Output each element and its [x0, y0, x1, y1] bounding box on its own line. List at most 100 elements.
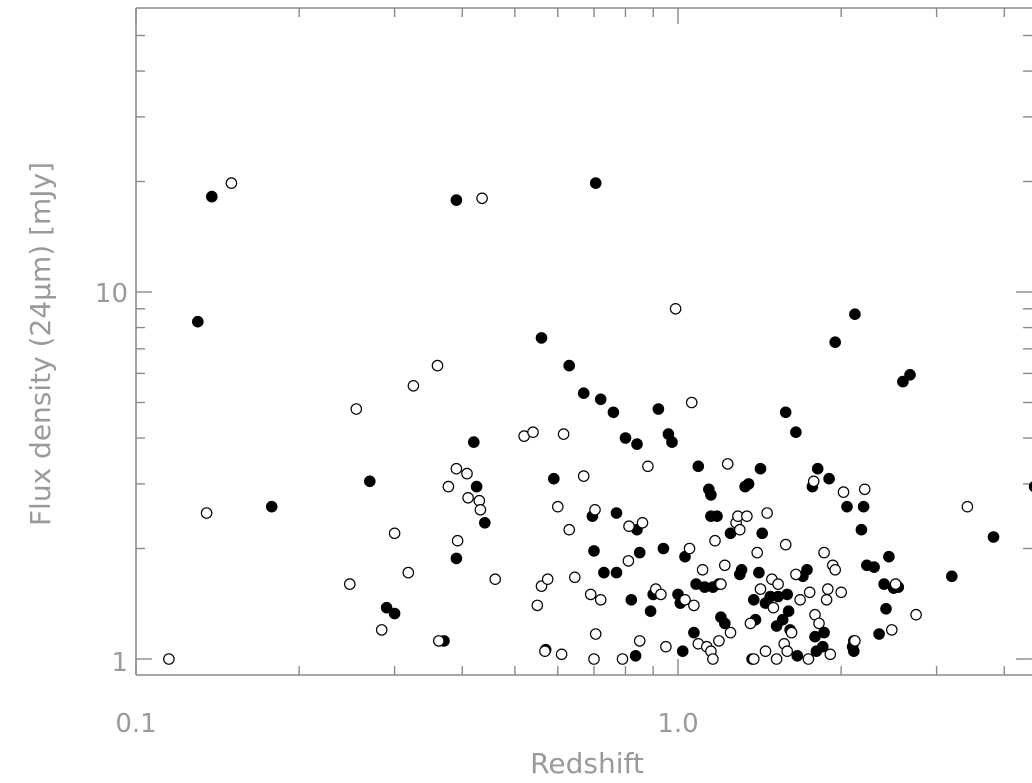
data-point-filled [753, 566, 765, 579]
data-point-open [718, 559, 731, 572]
data-point-open [642, 460, 654, 473]
data-point-open [225, 177, 238, 189]
data-point-open [476, 192, 488, 205]
data-point-filled [676, 645, 689, 658]
x-tick-label-0: 0.1 [115, 709, 156, 739]
data-point-filled [829, 336, 842, 349]
data-point-open [741, 510, 753, 522]
data-point-open [432, 635, 445, 647]
data-point-open [790, 568, 802, 581]
data-point-open [688, 599, 700, 612]
data-point-filled [848, 645, 860, 658]
data-point-filled [946, 570, 958, 583]
data-point-filled [705, 489, 717, 501]
x-axis-title: Redshift [530, 747, 644, 780]
data-point-filled [883, 550, 895, 563]
data-point-filled [666, 436, 678, 448]
data-point-filled [657, 542, 670, 555]
data-point-filled [1028, 481, 1032, 492]
data-point-open [781, 645, 793, 657]
x-tick-label-1: 1.0 [657, 709, 698, 739]
data-point-open [474, 503, 487, 516]
data-point-filled [735, 564, 748, 576]
data-point-filled [450, 194, 463, 206]
data-point-filled [790, 426, 802, 439]
data-point-open [794, 593, 806, 606]
data-point-filled [644, 605, 657, 618]
data-point-filled [470, 480, 483, 493]
data-point-open [551, 500, 564, 513]
data-point-open [568, 571, 581, 584]
data-point-filled [610, 566, 623, 579]
data-point-open [747, 653, 760, 665]
data-point-filled [868, 561, 880, 573]
y-tick-label-0: 1 [111, 648, 128, 678]
data-point-open [849, 635, 861, 647]
data-point-open [577, 470, 590, 482]
data-point-filled [364, 475, 376, 488]
data-point-open [655, 588, 667, 601]
data-point-open [669, 302, 682, 315]
data-point-open [754, 583, 767, 595]
data-point-filled [548, 472, 560, 485]
data-point-filled [380, 601, 393, 614]
tick-labels: 0.1 1.0 1 10 [95, 279, 699, 739]
data-point-open [802, 653, 815, 665]
chart-axes [135, 7, 1032, 676]
data-point-filled [619, 432, 632, 444]
data-point-filled [688, 626, 700, 639]
data-point-open [818, 546, 830, 559]
data-point-open [807, 475, 820, 488]
data-point-open [407, 379, 420, 392]
x-ticks [135, 8, 1006, 675]
data-point-filled [192, 315, 204, 328]
data-point-filled [880, 603, 892, 615]
data-point-open [889, 578, 902, 590]
data-point-open [633, 635, 646, 647]
data-point-open [588, 653, 600, 665]
data-point-filled [633, 546, 646, 559]
data-point-open [724, 626, 737, 639]
data-point-open [451, 534, 464, 547]
data-point-open [785, 626, 798, 639]
data-point-open [803, 586, 816, 599]
data-point-filled [629, 650, 642, 662]
data-point-filled [817, 640, 829, 653]
data-point-open [821, 583, 834, 595]
data-point-open [616, 653, 629, 665]
data-point-open [402, 566, 415, 579]
data-point-filled [782, 605, 795, 618]
data-point-open [555, 648, 568, 661]
data-point-open [461, 467, 473, 480]
data-point-filled [388, 607, 401, 620]
data-point-open [721, 458, 734, 470]
data-point-filled [631, 438, 643, 450]
data-point-open [563, 523, 575, 536]
data-point-open [820, 593, 833, 606]
data-point-filled [857, 500, 870, 513]
data-point-filled [781, 588, 794, 601]
data-point-open [885, 624, 898, 636]
data-point-open [759, 645, 772, 657]
data-point-filled [776, 613, 789, 626]
data-point-open [431, 359, 444, 372]
data-point-filled [625, 594, 638, 606]
data-point-open [751, 546, 763, 559]
data-point-open [679, 593, 691, 606]
data-point-filled [535, 332, 548, 344]
data-point-filled [594, 393, 607, 406]
data-point-filled [811, 462, 824, 475]
data-point-open [589, 628, 602, 640]
data-point-open [589, 503, 601, 516]
data-point-filled [791, 650, 804, 662]
data-point-open [767, 601, 780, 614]
data-point-open [594, 593, 607, 606]
data-point-open [343, 578, 356, 590]
data-point-open [696, 563, 709, 576]
data-point-open [200, 507, 213, 519]
data-point-open [636, 516, 649, 529]
y-axis-title: Flux density (24μm) [mJy] [24, 162, 57, 526]
data-point-filled [801, 564, 813, 576]
data-point-filled [855, 523, 868, 536]
data-point-open [350, 403, 363, 415]
